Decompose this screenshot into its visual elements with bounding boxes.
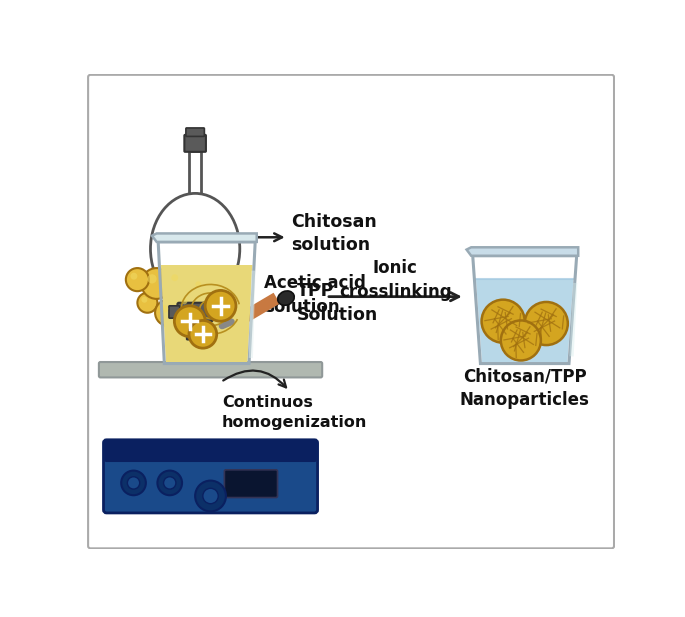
Circle shape (141, 297, 147, 303)
Circle shape (189, 320, 216, 348)
Circle shape (525, 302, 568, 345)
Circle shape (482, 300, 525, 343)
Circle shape (155, 300, 182, 326)
Polygon shape (466, 247, 578, 256)
Circle shape (160, 305, 169, 313)
Circle shape (171, 274, 178, 281)
Circle shape (141, 268, 172, 299)
Polygon shape (161, 265, 253, 362)
FancyBboxPatch shape (177, 303, 213, 321)
Circle shape (175, 306, 205, 337)
Circle shape (205, 291, 236, 321)
FancyBboxPatch shape (88, 75, 614, 549)
Text: Continuos
homogenization: Continuos homogenization (222, 395, 367, 430)
Text: Ionic
crosslinking: Ionic crosslinking (339, 259, 451, 300)
Circle shape (138, 292, 158, 313)
FancyBboxPatch shape (189, 151, 201, 197)
FancyBboxPatch shape (186, 128, 204, 136)
Ellipse shape (277, 291, 295, 305)
Circle shape (147, 274, 157, 283)
Circle shape (177, 294, 197, 314)
FancyBboxPatch shape (184, 135, 206, 152)
Ellipse shape (151, 193, 240, 304)
Circle shape (195, 281, 201, 288)
FancyBboxPatch shape (187, 334, 203, 340)
Circle shape (195, 481, 226, 511)
Circle shape (203, 488, 219, 503)
Polygon shape (152, 233, 257, 242)
Ellipse shape (213, 307, 225, 317)
Circle shape (130, 273, 138, 280)
Circle shape (191, 277, 211, 297)
FancyBboxPatch shape (189, 320, 201, 337)
Circle shape (127, 477, 140, 489)
FancyBboxPatch shape (169, 306, 179, 318)
FancyBboxPatch shape (225, 470, 277, 497)
Polygon shape (476, 279, 573, 362)
FancyBboxPatch shape (105, 441, 316, 462)
Text: Chitosan
solution: Chitosan solution (291, 213, 377, 254)
Circle shape (501, 320, 541, 360)
FancyArrowPatch shape (223, 371, 286, 387)
Circle shape (126, 268, 149, 291)
FancyBboxPatch shape (99, 362, 322, 378)
Circle shape (164, 477, 176, 489)
FancyBboxPatch shape (103, 440, 318, 513)
Text: TPP
Solution: TPP Solution (297, 282, 378, 323)
Circle shape (166, 270, 190, 292)
Circle shape (182, 298, 188, 304)
Polygon shape (190, 339, 200, 363)
Circle shape (121, 471, 146, 495)
Circle shape (158, 471, 182, 495)
Text: Chitosan/TPP
Nanoparticles: Chitosan/TPP Nanoparticles (460, 367, 590, 409)
Text: Acetic acid
solution: Acetic acid solution (264, 274, 366, 316)
